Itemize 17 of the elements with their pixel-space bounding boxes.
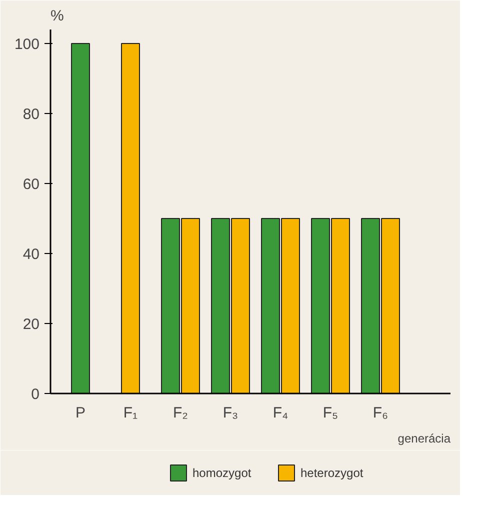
y-tick-label: 80 bbox=[22, 106, 40, 123]
x-tick-label: F₁ bbox=[123, 404, 138, 422]
legend-label: homozygot bbox=[192, 466, 252, 480]
y-tick-label: 0 bbox=[31, 386, 40, 403]
y-tick-label: 60 bbox=[22, 176, 40, 193]
y-tick-label: 100 bbox=[14, 36, 40, 53]
y-tick-label: 20 bbox=[22, 316, 40, 333]
x-tick-label: F₅ bbox=[322, 404, 338, 422]
legend-label: heterozygot bbox=[300, 466, 364, 480]
y-axis-title: % bbox=[50, 8, 64, 24]
x-tick-label: F₆ bbox=[372, 404, 388, 422]
x-tick-label: F₂ bbox=[173, 404, 188, 422]
x-tick-label: F₄ bbox=[272, 404, 288, 422]
x-tick-label: P bbox=[76, 404, 86, 422]
y-tick-label: 40 bbox=[22, 246, 40, 263]
x-tick-label: F₃ bbox=[222, 404, 238, 422]
x-axis-title: generácia bbox=[398, 432, 451, 446]
